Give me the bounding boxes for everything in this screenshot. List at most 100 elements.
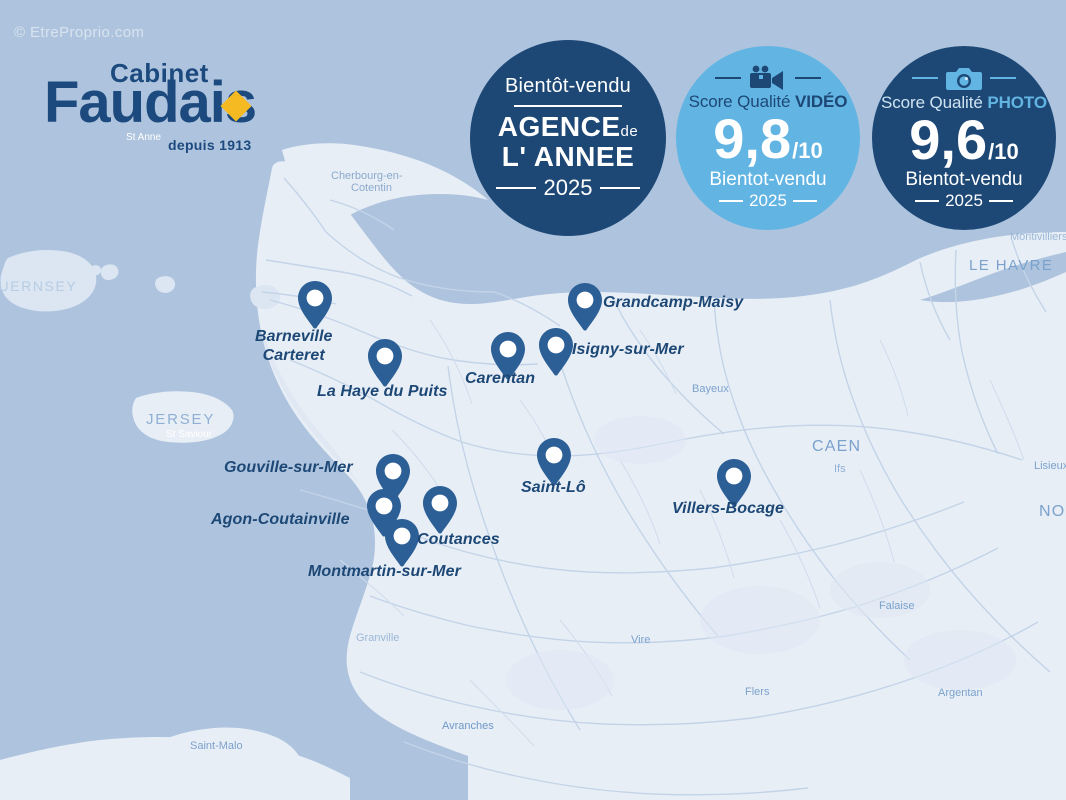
badge-award-year-row: 2025 <box>495 174 641 201</box>
badge-award-line1: AGENCEde <box>498 112 638 141</box>
camera-icon <box>946 67 982 90</box>
location-pin-icon <box>537 438 571 486</box>
divider-left <box>915 200 940 203</box>
map-label-st-anne: St Anne <box>126 132 162 143</box>
map-pin-carentan[interactable] <box>489 331 527 381</box>
map-label-city-isigny-sur-mer: Isigny-sur-Mer <box>572 341 684 360</box>
badge-photo-title: Score Qualité PHOTO <box>881 93 1047 113</box>
map-label-line: Isigny-sur-Mer <box>572 341 684 358</box>
river-network <box>339 319 1025 747</box>
map-label-falaise: Falaise <box>879 600 915 612</box>
map-pin-grandcamp-maisy[interactable] <box>566 282 604 332</box>
map-label-line: Montmartin-sur-Mer <box>308 563 461 580</box>
logo: Cabinet Faudais depuis 1913 <box>44 58 294 153</box>
location-pin-icon <box>423 486 457 534</box>
landmass-normandy <box>255 161 1066 800</box>
coast-shade <box>262 336 360 486</box>
map-pin-coutances[interactable] <box>421 485 459 535</box>
divider-right <box>990 77 1016 80</box>
map-label-line: Saint-Lô <box>521 479 586 496</box>
badge-award-line1-small: de <box>620 123 639 141</box>
island-guernsey <box>0 250 97 312</box>
map-label-city-la-haye-du-puits: La Haye du Puits <box>317 383 448 402</box>
map-label-saint-malo: Saint-Malo <box>190 740 243 752</box>
badge-photo-score-row: 9,6 /10 <box>909 107 1019 171</box>
map-label-granville: Granville <box>356 632 400 644</box>
map-label-avranches: Avranches <box>442 720 494 732</box>
map-label-no: NO <box>1039 503 1066 520</box>
map-label-line: Agon-Coutainville <box>211 511 350 528</box>
island-jersey <box>132 391 234 443</box>
island-sark <box>100 264 119 280</box>
badge-video-title-plain: Score Qualité <box>688 92 795 112</box>
badge-photo-year: 2025 <box>945 191 983 211</box>
divider-left <box>912 77 938 80</box>
map-label-city-grandcamp-maisy: Grandcamp-Maisy <box>603 294 743 313</box>
logo-name-text: Faudais <box>44 70 257 135</box>
map-pin-montmartin-sur-mer[interactable] <box>383 518 421 568</box>
badge-video-score: 9,8 <box>713 107 792 171</box>
badge-award-top-text: Bientôt-vendu <box>504 75 632 98</box>
island-small-1 <box>88 265 101 276</box>
badge-agence-de-lannee: Bientôt-vendu AGENCEde L' ANNEE 2025 <box>470 40 666 236</box>
badge-video-title: Score Qualité VIDÉO <box>689 92 848 112</box>
logo-cabinet-text: Cabinet <box>110 58 209 88</box>
map-label-st-saviour: St Saviour <box>166 429 213 440</box>
map-pin-saint-l[interactable] <box>535 437 573 487</box>
map-label-city-saint-l: Saint-Lô <box>521 479 586 498</box>
map-label-cherbourg-en: Cherbourg-en- <box>331 170 403 182</box>
map-label-line: Barneville <box>255 328 333 345</box>
badge-video-sub: Bientot-vendu <box>709 168 827 190</box>
location-pin-icon <box>717 459 751 507</box>
location-pin-icon <box>368 339 402 387</box>
badge-score-photo: Score Qualité PHOTO 9,6 /10 Bientot-vend… <box>872 46 1056 230</box>
map-label-city-coutances: Coutances <box>417 531 500 550</box>
badge-video-icon-row <box>715 65 821 91</box>
map-label-line: Carteret <box>262 346 325 364</box>
map-label-city-carentan: Carentan <box>465 370 535 389</box>
map-label-line: Gouville-sur-Mer <box>224 459 353 476</box>
map-label-line: Villers-Bocage <box>672 500 784 517</box>
logo-since-text: depuis 1913 <box>168 137 252 153</box>
location-pin-icon <box>568 283 602 331</box>
location-pin-icon <box>385 519 419 567</box>
island-herm <box>250 285 281 310</box>
map-pin-villers-bocage[interactable] <box>715 458 753 508</box>
video-camera-icon <box>750 66 783 91</box>
seine-estuary <box>920 252 1066 303</box>
divider-right <box>795 77 821 80</box>
map-label-caen: CAEN <box>812 438 862 455</box>
divider-right <box>600 186 641 189</box>
map-label-montivilliers: Montivilliers <box>1010 231 1066 243</box>
badge-photo-title-strong: PHOTO <box>987 92 1047 112</box>
map-label-lisieux: Lisieux <box>1034 460 1066 472</box>
map-pin-isigny-sur-mer[interactable] <box>537 327 575 377</box>
divider-right <box>988 200 1013 203</box>
landmass-saintmalo <box>150 727 302 788</box>
badge-photo-title-plain: Score Qualité <box>881 92 988 112</box>
divider-right <box>792 199 817 202</box>
map-label-line: Grandcamp-Maisy <box>603 294 744 311</box>
badge-photo-year-row: 2025 <box>915 191 1013 211</box>
badge-video-score-row: 9,8 /10 <box>713 107 823 171</box>
badge-photo-score: 9,6 <box>909 107 988 171</box>
map-label-guernsey: GUERNSEY <box>0 278 78 294</box>
map-label-line: Carentan <box>465 370 536 387</box>
badge-award-line2: L' ANNEE <box>501 140 635 172</box>
map-label-city-agon-coutainville: Agon-Coutainville <box>211 511 350 530</box>
location-pin-icon <box>491 332 525 380</box>
map-label-cotentin: Cotentin <box>351 182 392 194</box>
badge-video-denominator: /10 <box>792 138 823 164</box>
divider-left <box>719 199 744 202</box>
map-label-city-villers-bocage: Villers-Bocage <box>672 500 784 519</box>
location-pin-icon <box>298 281 332 329</box>
badge-photo-sub: Bientot-vendu <box>905 169 1023 191</box>
map-pin-barneville-carteret[interactable] <box>296 280 334 330</box>
map-label-le-havre: LE HAVRE <box>969 257 1054 274</box>
badge-video-title-strong: VIDÉO <box>794 92 848 112</box>
badge-photo-denominator: /10 <box>988 138 1019 164</box>
badge-award-year: 2025 <box>543 174 593 200</box>
map-pin-la-haye-du-puits[interactable] <box>366 338 404 388</box>
map-label-flers: Flers <box>745 686 770 698</box>
map-label-jersey: JERSEY <box>146 411 216 428</box>
